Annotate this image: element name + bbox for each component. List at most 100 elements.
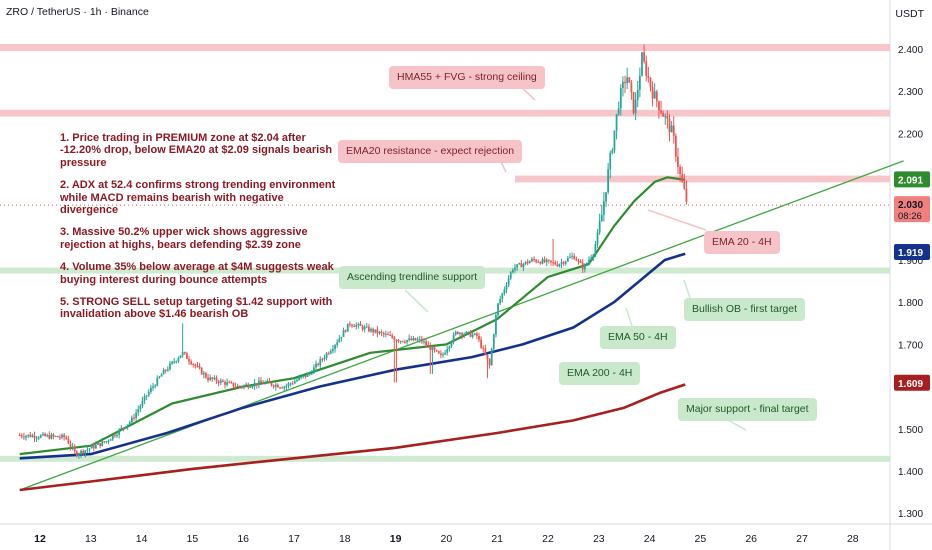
x-tick-label: 18 [339, 533, 351, 545]
candle-body [395, 339, 398, 341]
x-tick-label: 15 [187, 533, 199, 545]
candle-body [46, 435, 49, 437]
candle-body [80, 450, 82, 455]
x-tick-label: 19 [390, 533, 402, 545]
candle-body [583, 264, 586, 270]
candle-body [638, 75, 641, 90]
candle-body [609, 152, 612, 170]
candle-body [169, 363, 171, 370]
candle-body [319, 359, 322, 365]
candle-body [677, 156, 679, 167]
candle-body [541, 259, 544, 264]
candle-body [88, 448, 91, 450]
note-item: 3. Massive 50.2% upper wick shows aggres… [60, 226, 308, 251]
candle-body [221, 380, 224, 382]
candle-body [238, 385, 241, 387]
candle-body [482, 347, 485, 349]
candle-body [465, 331, 468, 335]
ema20-price-tag: 2.091 [898, 175, 923, 186]
candle-body [63, 434, 66, 438]
annotation-ema200-4h: EMA 200 - 4H [559, 362, 641, 385]
note-item: 5. STRONG SELL setup targeting $1.42 sup… [60, 296, 333, 321]
candle-body [537, 261, 540, 263]
candle-body [293, 381, 296, 384]
candle-body [363, 326, 366, 330]
candle-body [137, 409, 140, 413]
candle-body [291, 383, 294, 385]
candle-body [266, 380, 269, 383]
candle-body [569, 256, 571, 259]
candle-body [101, 441, 104, 447]
candle-body [306, 373, 309, 377]
y-tick-label: 1.900 [898, 256, 923, 267]
candle-body [334, 345, 336, 349]
candle-body [42, 433, 44, 436]
candle-body [183, 352, 186, 354]
candle-body [641, 52, 643, 76]
candle-body [518, 263, 521, 265]
candle-body [114, 435, 116, 437]
annotation-ema20-resistance: EMA20 resistance - expect rejection [338, 140, 523, 163]
candle-body [152, 386, 154, 388]
candle-body [471, 334, 474, 337]
candle-body [177, 358, 180, 362]
candle-body [158, 376, 161, 378]
candle-body [255, 382, 258, 386]
zone-band [0, 455, 890, 462]
candle-body [444, 352, 447, 355]
annotation-ema20-4h: EMA 20 - 4H [704, 231, 780, 254]
candle-body [122, 427, 125, 429]
candle-body [67, 438, 70, 444]
candle-body [145, 395, 148, 397]
candle-body [605, 192, 607, 202]
candle-body [31, 435, 34, 437]
candle-body [630, 82, 633, 93]
candle-body [507, 278, 510, 286]
candle-body [332, 348, 334, 351]
ema20-price-tag-bg [894, 171, 930, 188]
candle-body [228, 382, 231, 384]
candle-body [598, 221, 601, 233]
candle-body [431, 347, 434, 350]
candle-body [514, 267, 516, 270]
candle-body [628, 77, 631, 83]
candle-body [124, 427, 127, 429]
candle-body [20, 435, 23, 437]
candle-body [393, 337, 396, 340]
candle-body [23, 436, 25, 438]
candle-body [302, 375, 305, 377]
candle-body [643, 52, 645, 62]
candle-body [268, 380, 271, 383]
candle-body [378, 331, 381, 334]
candle-body [118, 429, 121, 435]
candle-body [571, 255, 574, 257]
y-tick-label: 1.300 [898, 509, 923, 520]
candle-body [681, 173, 684, 182]
x-tick-label: 24 [644, 533, 656, 545]
candle-body [213, 377, 216, 380]
candle-body [433, 347, 436, 350]
candle-body [397, 340, 400, 342]
candle-body [198, 366, 201, 368]
candle-body [429, 345, 432, 350]
candle-body [241, 386, 243, 388]
candle-body [562, 262, 565, 264]
candle-body [25, 435, 27, 438]
candle-body [533, 259, 535, 261]
candle-body [190, 361, 193, 365]
ema50-price-tag-bg [894, 243, 930, 260]
candle-body [147, 391, 150, 396]
candle-body [535, 259, 538, 262]
candle-body [111, 435, 114, 440]
annotation-pointer [625, 307, 633, 327]
candle-body [475, 333, 478, 336]
candle-body [141, 400, 144, 407]
zone-band [515, 175, 890, 183]
candle-body [181, 352, 184, 356]
x-tick-label: 22 [542, 533, 554, 545]
candle-body [44, 433, 46, 437]
candle-body [340, 336, 343, 339]
last-price-tag-bg [894, 196, 930, 223]
candle-body [450, 342, 453, 347]
candle-body [84, 450, 87, 454]
